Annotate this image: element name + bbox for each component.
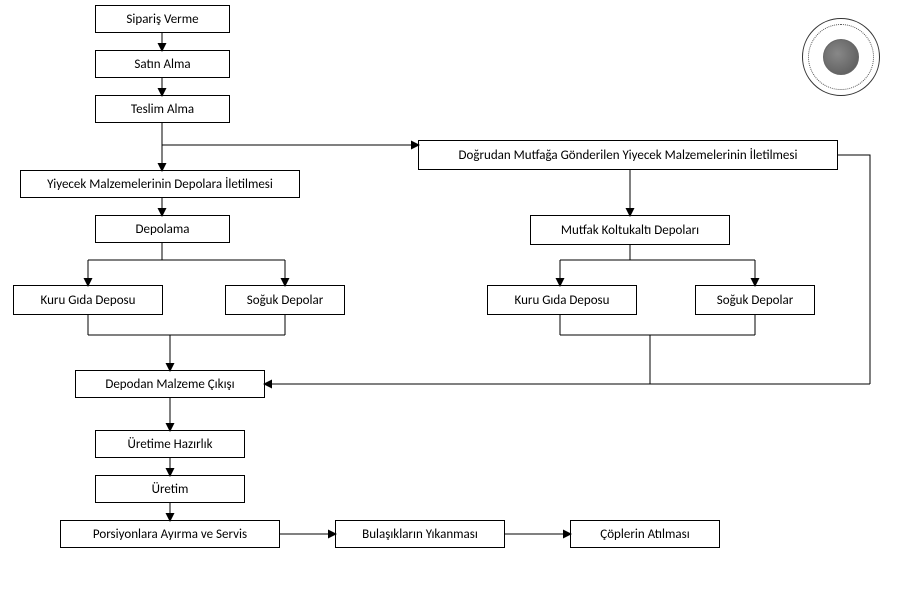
node-kuru-gida-2: Kuru Gıda Deposu	[487, 285, 637, 315]
node-depolara-iletim: Yiyecek Malzemelerinin Depolara İletilme…	[20, 170, 300, 198]
node-mutfak-iletim: Doğrudan Mutfağa Gönderilen Yiyecek Malz…	[418, 140, 838, 170]
node-depo-cikis: Depodan Malzeme Çıkışı	[75, 370, 265, 398]
node-depolama: Depolama	[95, 215, 230, 243]
node-bulasik: Bulaşıkların Yıkanması	[335, 520, 505, 548]
node-uretim: Üretim	[95, 475, 245, 503]
node-soguk-1: Soğuk Depolar	[225, 285, 345, 315]
node-uretime-hazirlik: Üretime Hazırlık	[95, 430, 245, 458]
logo-stamp	[802, 18, 880, 96]
node-teslim-alma: Teslim Alma	[95, 95, 230, 123]
node-satin-alma: Satın Alma	[95, 50, 230, 78]
logo-portrait	[823, 39, 859, 75]
node-kuru-gida-1: Kuru Gıda Deposu	[13, 285, 163, 315]
node-coplerin: Çöplerin Atılması	[570, 520, 720, 548]
node-koltukalti: Mutfak Koltukaltı Depoları	[530, 215, 730, 245]
node-siparis-verme: Sipariş Verme	[95, 5, 230, 33]
node-porsiyon-servis: Porsiyonlara Ayırma ve Servis	[60, 520, 280, 548]
node-soguk-2: Soğuk Depolar	[695, 285, 815, 315]
